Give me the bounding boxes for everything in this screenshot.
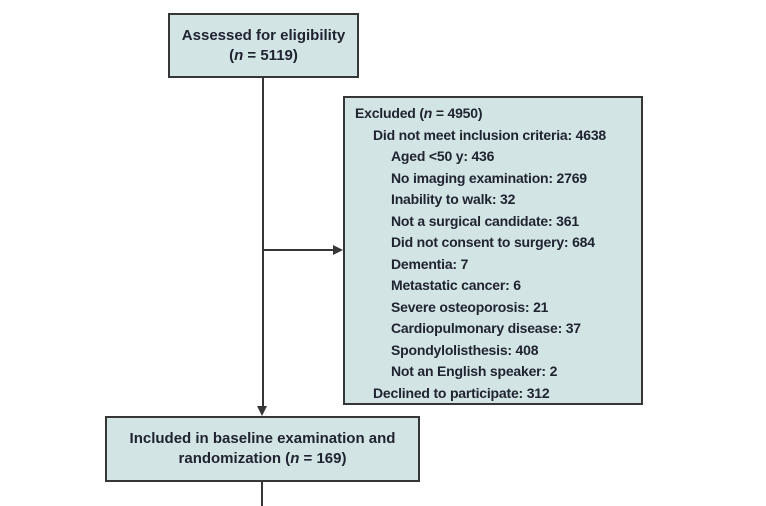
- excluded-reason-item: Spondylolisthesis: 408: [391, 341, 539, 358]
- assessed-line1: Assessed for eligibility: [181, 26, 346, 44]
- excluded-reason-item: Cardiopulmonary disease: 37: [391, 320, 581, 336]
- excluded-reason-item: No imaging examination: 2769: [391, 169, 587, 186]
- excluded-reason-item: Did not consent to surgery: 684: [391, 234, 595, 250]
- excluded-reason-item: Aged <50 y: 436: [391, 148, 495, 164]
- arrowhead-down-icon: [257, 406, 267, 416]
- arrowhead-right-icon: [333, 245, 343, 255]
- excluded-reason-item: Dementia: 7: [391, 255, 469, 272]
- excluded-reason-item: Severe osteoporosis: 21: [391, 298, 549, 315]
- assessed-line2: (n = 5119): [229, 46, 298, 64]
- connector-horizontal-branch: [263, 249, 333, 251]
- included-line1: Included in baseline examination and: [129, 430, 396, 447]
- assessed-box: Assessed for eligibility (n = 5119): [168, 13, 359, 78]
- excluded-reason-item: Did not meet inclusion criteria: 4638: [373, 126, 606, 143]
- excluded-reason-list: Did not meet inclusion criteria: 4638 Age…: [355, 125, 637, 405]
- connector-vertical-bottom: [261, 482, 263, 506]
- excluded-reason-item: Inability to walk: 32: [391, 191, 516, 207]
- excluded-header: Excluded (n = 4950): [355, 105, 483, 121]
- excluded-reason-item: Metastatic cancer: 6: [391, 277, 521, 293]
- excluded-reason-item: Declined to participate: 312: [373, 384, 550, 401]
- assessed-box-text: Assessed for eligibility (n = 5119): [182, 26, 345, 66]
- included-box-text: Included in baseline examination and ran…: [130, 429, 396, 469]
- included-line2: randomization (n = 169): [178, 450, 347, 467]
- excluded-reason-item: Not an English speaker: 2: [391, 363, 558, 379]
- connector-vertical-main: [262, 78, 264, 408]
- included-box: Included in baseline examination and ran…: [105, 416, 420, 482]
- excluded-box: Excluded (n = 4950) Did not meet inclusi…: [343, 96, 643, 405]
- excluded-reason-item: Not a surgical candidate: 361: [391, 212, 579, 229]
